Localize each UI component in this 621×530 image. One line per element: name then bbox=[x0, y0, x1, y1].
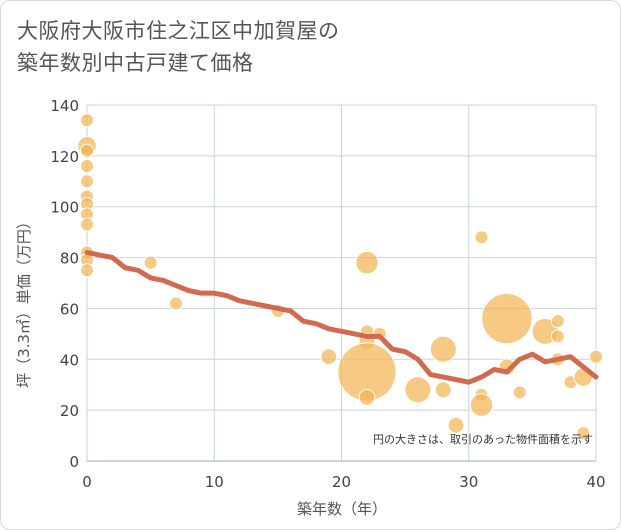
x-tick-label: 30 bbox=[459, 473, 478, 491]
average-price-line bbox=[84, 249, 599, 385]
data-bubble bbox=[447, 416, 465, 434]
data-bubble bbox=[434, 381, 452, 399]
x-axis-label: 築年数（年） bbox=[297, 500, 387, 518]
data-bubble bbox=[80, 159, 94, 174]
trend-line-layer bbox=[84, 249, 599, 385]
data-bubble bbox=[143, 255, 158, 270]
data-bubble bbox=[550, 314, 565, 329]
y-tick-label: 60 bbox=[60, 300, 79, 318]
data-bubble bbox=[512, 385, 527, 400]
y-tick-label: 20 bbox=[60, 402, 79, 420]
x-tick-label: 20 bbox=[332, 473, 351, 491]
data-bubble bbox=[550, 329, 565, 344]
data-bubble bbox=[589, 349, 603, 364]
data-bubble bbox=[80, 143, 94, 158]
y-axis-label: 坪（3.3㎡）単価（万円） bbox=[15, 214, 33, 388]
data-bubble bbox=[429, 335, 457, 363]
x-tick-label: 0 bbox=[82, 473, 92, 491]
data-bubble bbox=[474, 230, 489, 245]
y-tick-label: 140 bbox=[50, 97, 79, 115]
data-bubble bbox=[355, 250, 379, 275]
x-tick-label: 40 bbox=[586, 473, 605, 491]
data-bubble bbox=[169, 296, 184, 311]
data-bubble bbox=[80, 113, 94, 128]
data-bubble bbox=[481, 292, 533, 345]
data-bubble bbox=[469, 393, 494, 417]
y-tick-label: 80 bbox=[60, 250, 79, 268]
data-bubble bbox=[404, 376, 432, 404]
data-bubble bbox=[320, 348, 338, 366]
y-tick-label: 40 bbox=[60, 351, 79, 369]
data-bubble bbox=[358, 388, 376, 406]
data-bubble bbox=[576, 426, 591, 441]
data-bubble bbox=[80, 263, 94, 278]
y-tick-label: 0 bbox=[69, 453, 79, 471]
bubble-size-note: 円の大きさは、取引のあった物件面積を示す bbox=[373, 432, 593, 446]
y-tick-label: 120 bbox=[50, 148, 79, 166]
x-tick-label: 10 bbox=[205, 473, 224, 491]
chart-title: 大阪府大阪市住之江区中加賀屋の 築年数別中古戸建て価格 bbox=[17, 19, 340, 75]
data-bubble bbox=[80, 217, 94, 232]
y-tick-label: 100 bbox=[50, 199, 79, 217]
data-bubble bbox=[80, 174, 94, 189]
tick-labels: 0 10 20 30 40 0 20 40 60 80 100 120 140 bbox=[50, 97, 605, 491]
